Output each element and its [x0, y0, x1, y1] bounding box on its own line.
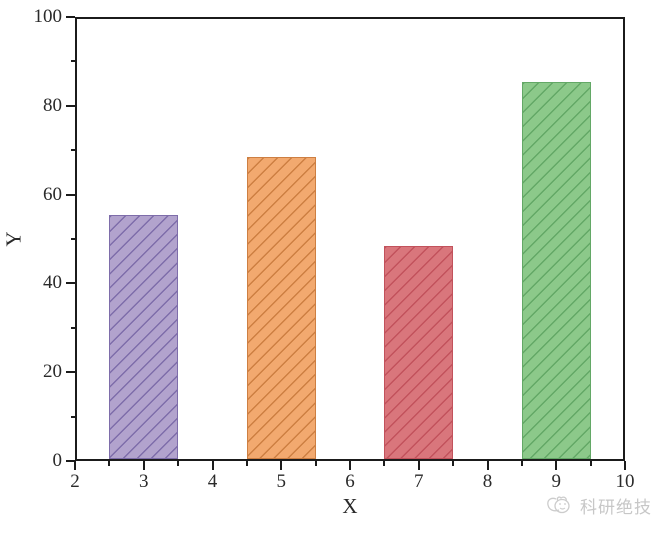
- x-tick-label-8: 8: [482, 471, 493, 492]
- x-minor-tick: [589, 461, 592, 466]
- watermark-logo-icon: [546, 495, 576, 517]
- x-major-tick: [624, 461, 626, 470]
- x-tick-label-3: 3: [139, 471, 149, 492]
- x-major-tick: [142, 461, 145, 470]
- x-axis-title: X: [342, 494, 358, 518]
- y-minor-tick: [70, 326, 75, 329]
- x-minor-tick: [314, 461, 317, 466]
- watermark: 科研绝技: [546, 493, 652, 518]
- bar-x7: [384, 245, 454, 459]
- x-major-tick: [417, 461, 420, 470]
- x-tick-label-5: 5: [276, 471, 287, 492]
- x-tick-label-2: 2: [70, 471, 80, 492]
- y-major-tick: [66, 16, 75, 18]
- y-tick-label-0: 0: [52, 450, 63, 471]
- y-minor-tick: [70, 60, 75, 63]
- y-tick-label-20: 20: [43, 361, 62, 383]
- x-minor-tick: [245, 461, 248, 466]
- y-tick-label-40: 40: [43, 272, 62, 294]
- x-tick-label-10: 10: [615, 471, 635, 492]
- y-axis-title: Y: [1, 231, 26, 247]
- y-tick-label-100: 100: [33, 6, 63, 27]
- x-minor-tick: [452, 461, 455, 466]
- x-tick-label-4: 4: [207, 471, 218, 492]
- bar-x3: [109, 214, 179, 459]
- x-tick-label-7: 7: [414, 471, 424, 492]
- y-minor-tick: [70, 149, 75, 152]
- x-minor-tick: [520, 461, 523, 466]
- x-major-tick: [555, 461, 558, 470]
- y-major-tick: [66, 282, 75, 285]
- x-major-tick: [74, 461, 76, 470]
- y-tick-label-80: 80: [43, 94, 62, 116]
- x-minor-tick: [383, 461, 386, 466]
- y-minor-tick: [70, 238, 75, 240]
- plot-area: [75, 17, 625, 461]
- y-major-tick: [66, 193, 75, 196]
- x-tick-label-6: 6: [345, 471, 355, 492]
- x-minor-tick: [177, 461, 180, 466]
- x-tick-label-9: 9: [551, 471, 562, 492]
- x-major-tick: [486, 461, 489, 470]
- y-major-tick: [66, 371, 75, 374]
- y-tick-label-60: 60: [43, 183, 62, 205]
- x-major-tick: [280, 461, 283, 470]
- y-major-tick: [66, 104, 75, 107]
- x-major-tick: [349, 461, 351, 470]
- y-minor-tick: [70, 415, 75, 418]
- y-major-tick: [66, 460, 75, 462]
- watermark-text: 科研绝技: [580, 498, 652, 517]
- bar-x5: [246, 157, 316, 459]
- x-major-tick: [211, 461, 214, 470]
- x-minor-tick: [108, 461, 111, 466]
- bar-x9: [521, 81, 591, 459]
